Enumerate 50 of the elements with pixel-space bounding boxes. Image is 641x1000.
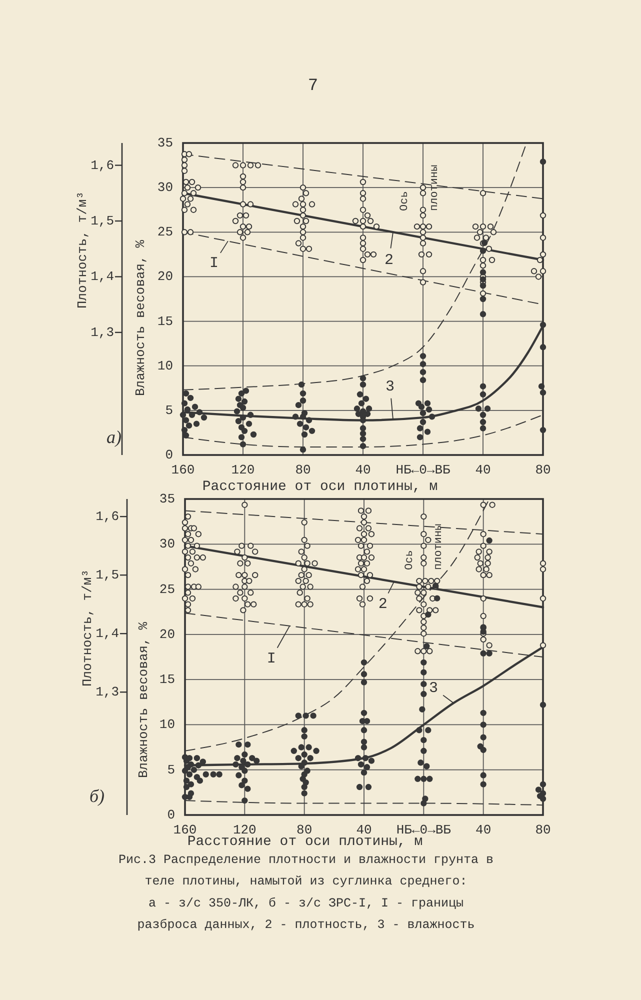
y2-tick-label: 1,3 (96, 684, 119, 700)
y2-tick-label: 1,3 (90, 324, 114, 340)
text: Ось плотины (399, 164, 441, 211)
x-axis-title: Расстояние от оси плотины, м (202, 479, 438, 495)
y-tick-label: 30 (157, 180, 173, 196)
x-tick-label: НБ←0→ВБ (396, 462, 451, 478)
y-tick-label: 10 (159, 717, 175, 732)
y-axis-title: Влажность весовая, % (132, 240, 148, 396)
text: б) (89, 786, 105, 806)
y-tick-label: 0 (167, 808, 175, 822)
y-tick-label: 25 (157, 224, 173, 240)
annotation: I (209, 254, 219, 272)
text: Рис.3 Распределение плотности и влажности грунта в теле плотины, намытой из суглинка среднего: а - з/с 350-ЛК, б - з/с ЗРС-I, I - границы разброса данных, 2 - плотность, 3 - влажность (118, 853, 494, 932)
annotation: I (266, 650, 276, 667)
y-axis-title: Влажность весовая, % (136, 622, 150, 778)
y2-tick-label: 1,5 (96, 568, 119, 583)
y-tick-label: 30 (159, 536, 175, 552)
y-tick-label: 25 (159, 582, 175, 597)
annotation: 2 (384, 252, 394, 269)
y-tick-label: 0 (165, 448, 173, 462)
y-tick-label: 15 (159, 672, 175, 688)
annotation: 3 (385, 378, 395, 395)
x-tick-label: 40 (475, 462, 491, 478)
text: а) (106, 427, 122, 447)
x-tick-label: 40 (476, 822, 492, 838)
y-tick-label: 20 (157, 269, 173, 284)
y-tick-label: 5 (165, 402, 173, 418)
x-tick-label: 80 (295, 462, 311, 478)
y-tick-label: 35 (159, 492, 175, 506)
text: Ось плотины (404, 524, 445, 570)
y2-tick-label: 1,6 (90, 158, 114, 173)
x-tick-label: 80 (535, 462, 551, 478)
text: 7 (308, 76, 318, 96)
y-tick-label: 20 (159, 626, 175, 642)
y2-axis-title: Плотность, т/м³ (80, 569, 94, 687)
y2-axis-title: Плотность, т/м³ (74, 191, 90, 309)
y2-tick-label: 1,4 (90, 269, 114, 284)
x-tick-label: 120 (231, 462, 255, 478)
x-tick-label: 80 (535, 822, 551, 838)
y-tick-label: 15 (157, 314, 173, 329)
annotation: 3 (428, 680, 438, 697)
annotation: 2 (378, 596, 388, 613)
y2-tick-label: 1,4 (96, 626, 120, 642)
x-tick-label: 160 (171, 462, 195, 478)
x-tick-label: 40 (355, 462, 371, 478)
y-tick-label: 10 (157, 358, 173, 374)
y2-tick-label: 1,5 (90, 214, 114, 228)
y2-tick-label: 1,6 (96, 509, 119, 524)
y-tick-label: 35 (157, 136, 173, 150)
y-tick-label: 5 (167, 762, 175, 778)
